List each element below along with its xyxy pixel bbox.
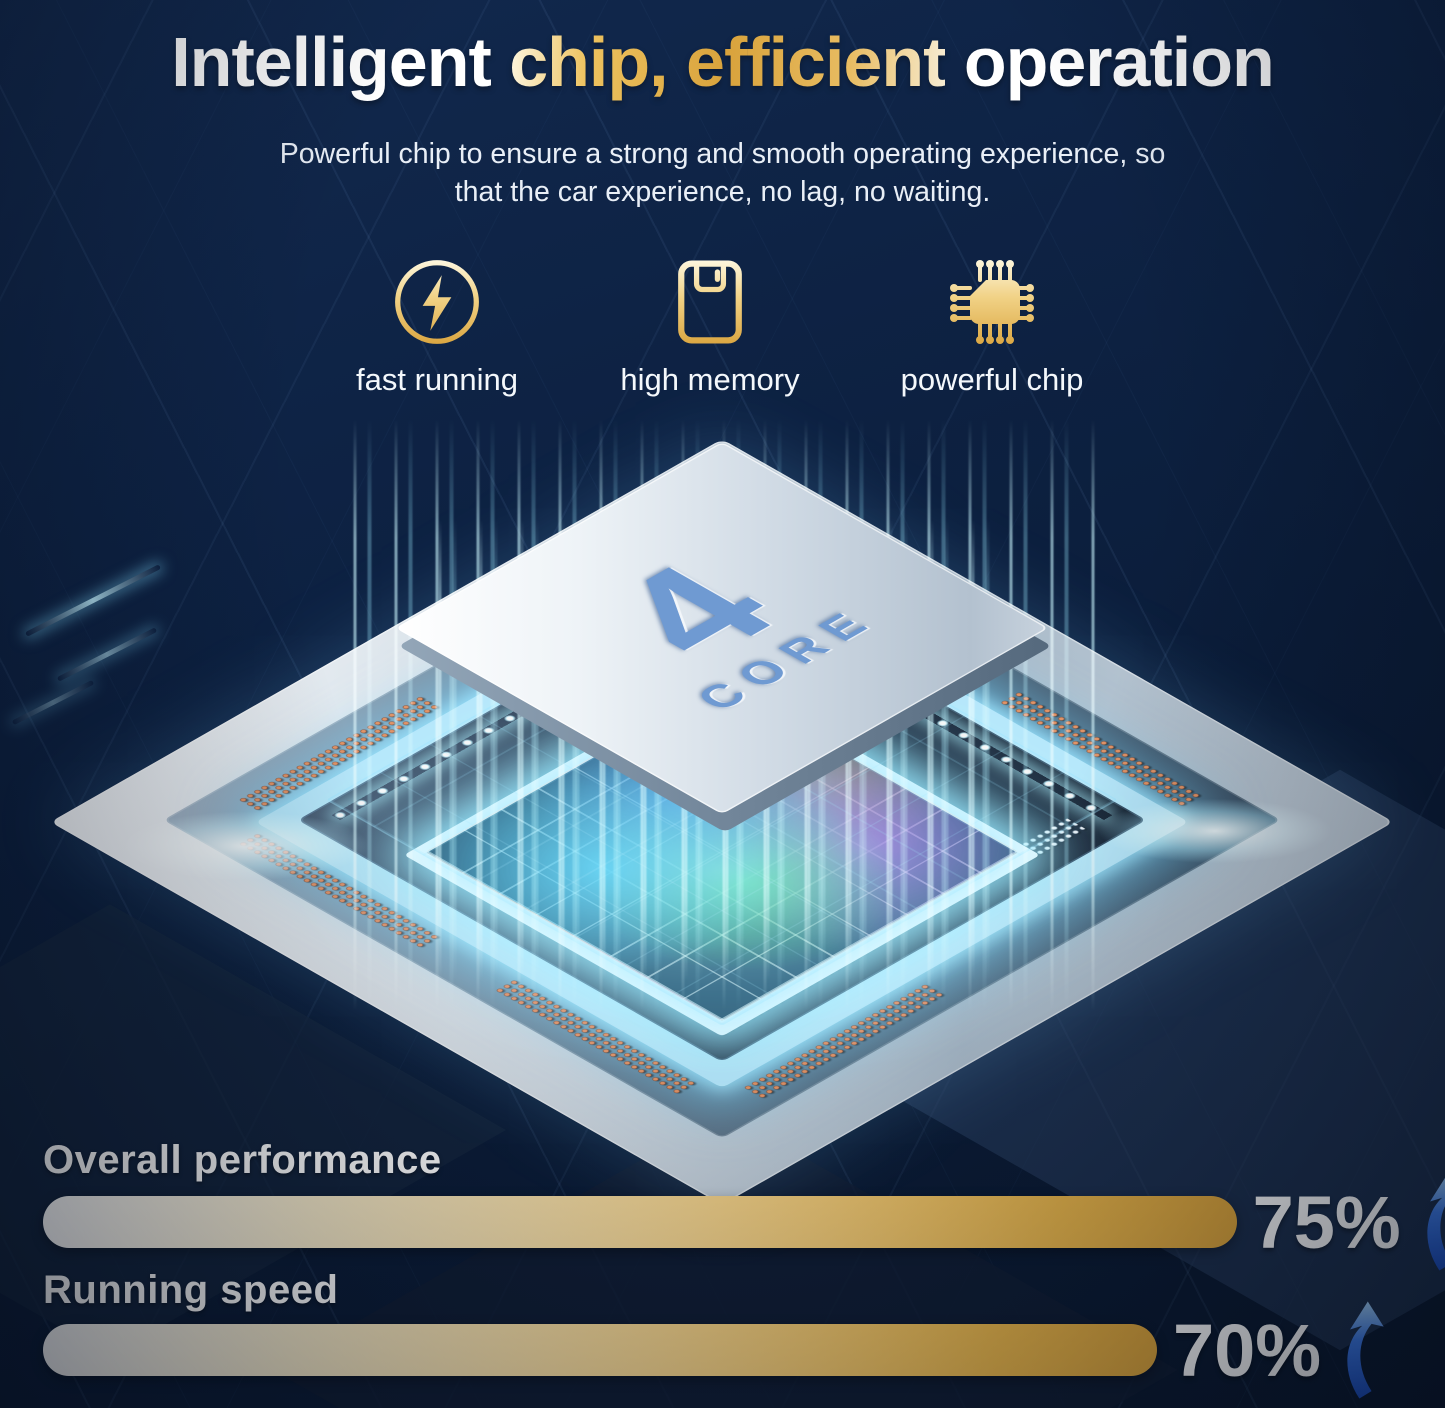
chip-engraving: 4 CORE bbox=[548, 529, 890, 724]
page-title: Intelligent chip, efficient operation bbox=[0, 22, 1445, 102]
bar-value: 75% bbox=[1252, 1180, 1401, 1264]
bar-value: 70% bbox=[1173, 1308, 1322, 1392]
bar-fill bbox=[43, 1324, 1157, 1376]
feature-powerful-chip: powerful chip bbox=[867, 254, 1117, 398]
feature-high-memory: high memory bbox=[585, 254, 835, 398]
subtitle-line-1: Powerful chip to ensure a strong and smo… bbox=[279, 138, 1166, 170]
title-part-3: operation bbox=[945, 23, 1275, 101]
subtitle-line-2: that the car experience, no lag, no wait… bbox=[454, 175, 991, 208]
glow-trace bbox=[56, 627, 158, 682]
feature-fast-running: fast running bbox=[312, 254, 562, 398]
glow-trace bbox=[25, 564, 161, 637]
lightning-icon bbox=[312, 254, 562, 350]
up-arrow-icon bbox=[1427, 1177, 1445, 1271]
up-arrow-icon bbox=[1347, 1301, 1384, 1399]
feature-label: fast running bbox=[356, 362, 518, 397]
feature-label: high memory bbox=[620, 362, 800, 397]
feature-label: powerful chip bbox=[900, 362, 1084, 397]
bar-fill bbox=[43, 1196, 1237, 1248]
subtitle: Powerful chip to ensure a strong and smo… bbox=[0, 136, 1445, 211]
title-part-gold: chip, efficient bbox=[509, 23, 946, 101]
floppy-disk-icon bbox=[585, 254, 835, 350]
bar-row-running-speed: 70% bbox=[43, 1298, 1439, 1402]
bar-row-overall-performance: 75% bbox=[43, 1170, 1445, 1274]
title-part-1: Intelligent bbox=[171, 23, 510, 101]
glow-trace bbox=[11, 679, 95, 726]
chip-icon bbox=[867, 254, 1117, 350]
